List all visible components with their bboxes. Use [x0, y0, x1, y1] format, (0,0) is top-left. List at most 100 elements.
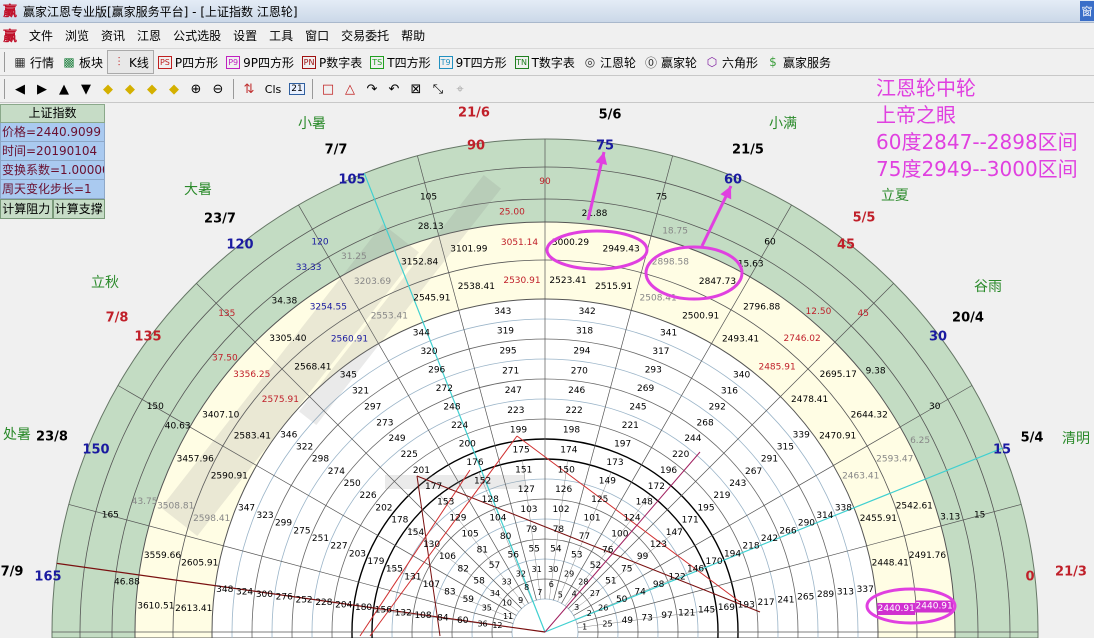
arrow-down-icon[interactable]: ▼ — [81, 81, 91, 97]
calendar-icon[interactable]: 21 — [286, 78, 308, 100]
triangle-tool-icon[interactable]: △ — [345, 81, 355, 97]
wheel-number: 108 — [414, 611, 431, 621]
calc-resistance-button[interactable]: 计算阻力 — [0, 199, 53, 219]
title-bar: 赢 赢家江恩专业版[赢家服务平台] - [上证指数 江恩轮] 窗 — [0, 0, 1094, 23]
radial-subline — [439, 494, 526, 606]
tn-icon: TN — [514, 55, 529, 69]
wheel-number: 105 — [462, 529, 479, 539]
menu-item[interactable]: 设置 — [233, 29, 258, 43]
toolbar-button[interactable]: ◎ 江恩轮 — [579, 51, 640, 73]
solar-term-label: 大暑 — [184, 182, 212, 198]
wheel-number: 244 — [684, 434, 701, 444]
toolbar-button[interactable]: $ 赢家服务 — [762, 51, 835, 73]
wheel-number: 123 — [650, 540, 667, 550]
menu-item[interactable]: 资讯 — [101, 29, 126, 43]
toolbar-button[interactable]: ⬡ 六角形 — [701, 51, 762, 73]
toolbar-button[interactable]: P9 9P四方形 — [222, 51, 298, 73]
menu-item[interactable]: 公式选股 — [173, 29, 222, 43]
arrow-up-icon[interactable]: ▲ — [59, 81, 69, 97]
toolbar-button[interactable]: ⫶ K线 — [107, 50, 154, 74]
ring-degree: 75 — [656, 192, 667, 202]
arrow-left-icon[interactable]: ◀ — [15, 81, 25, 97]
wheel-number: 270 — [571, 366, 588, 376]
price-outer: 2440.91 — [916, 601, 953, 611]
menu-item[interactable]: 江恩 — [137, 29, 162, 43]
menu-item[interactable]: 窗口 — [305, 29, 330, 43]
radial-line — [576, 504, 1022, 624]
outer-degree-label: 0 — [1025, 570, 1034, 585]
date-label: 7/9 — [1, 565, 24, 580]
wheel-number: 27 — [590, 589, 600, 598]
arrow-head-icon — [720, 186, 732, 200]
wheel-number: 340 — [733, 371, 750, 381]
box-x-icon[interactable]: ⊠ — [410, 81, 422, 97]
price-inner: 2478.41 — [791, 395, 828, 405]
diamond-right-icon[interactable]: ◆ — [125, 81, 135, 97]
wheel-number: 343 — [494, 307, 511, 317]
price-highlight — [915, 600, 954, 613]
zoom-out-icon[interactable]: ⊖ — [212, 81, 224, 97]
toolbar-button-label: T数字表 — [531, 55, 575, 70]
wheel-number: 289 — [817, 590, 834, 600]
calc-support-button[interactable]: 计算支撑 — [52, 199, 105, 219]
clear-button[interactable]: Cls — [264, 82, 282, 96]
wheel-number: 269 — [637, 384, 654, 394]
price-inner: 2500.91 — [682, 311, 719, 321]
toolbar-button[interactable]: ⓪ 赢家轮 — [640, 51, 701, 73]
wheel-number: 171 — [682, 516, 699, 526]
toolbar-button[interactable]: ▩ 板块 — [58, 51, 107, 73]
up-down-arrows-icon[interactable]: ⇅ — [243, 81, 255, 97]
wheel-number: 241 — [777, 595, 794, 605]
toolbar-button[interactable]: ▦ 行情 — [9, 51, 58, 73]
date-label: 7/8 — [106, 311, 129, 326]
ring-degree: 135 — [218, 309, 235, 319]
cyan-angle-line — [363, 173, 546, 633]
wheel-number: 225 — [401, 450, 418, 460]
toolbar-button[interactable]: PN P数字表 — [298, 51, 366, 73]
diamond-left-icon[interactable]: ◆ — [103, 81, 113, 97]
wheel-number: 155 — [386, 565, 403, 575]
radial-line — [561, 204, 792, 604]
zoom-in-icon[interactable]: ⊕ — [190, 81, 202, 97]
wheel-number: 73 — [641, 614, 652, 624]
wheel-number: 8 — [524, 583, 529, 592]
rectangle-tool-icon[interactable]: □ — [321, 81, 335, 97]
radial-line — [568, 283, 894, 609]
shrink-icon[interactable]: ⤡ — [432, 81, 444, 97]
toolbar-button[interactable]: TS T四方形 — [366, 51, 434, 73]
wheel-number: 321 — [352, 387, 369, 397]
price-inner: 2523.41 — [549, 276, 586, 286]
wheel-number: 84 — [437, 614, 449, 624]
price-row: 价格=2440.9099 — [0, 123, 105, 142]
menu-item[interactable]: 浏览 — [65, 29, 90, 43]
wheel-number: 132 — [395, 608, 412, 618]
arrow-right-icon[interactable]: ▶ — [37, 81, 47, 97]
menu-item[interactable]: 帮助 — [401, 29, 426, 43]
menu-item[interactable]: 工具 — [269, 29, 294, 43]
wheel-number: 320 — [420, 347, 437, 357]
diamond-up-icon[interactable]: ◆ — [147, 81, 157, 97]
menu-item[interactable]: 交易委托 — [341, 29, 390, 43]
ring-degree: 60 — [764, 237, 776, 247]
wheel-number: 204 — [335, 601, 352, 611]
toolbar-button[interactable]: TN T数字表 — [511, 51, 579, 73]
arc-counterclockwise-icon[interactable]: ↶ — [388, 81, 400, 97]
highlight-ellipse — [865, 587, 957, 625]
toolbar-button[interactable]: T9 9T四方形 — [435, 51, 511, 73]
wheel-number: 35 — [482, 603, 492, 612]
price-inner: 2440.91 — [878, 604, 915, 614]
price-outer: 2695.17 — [820, 370, 857, 380]
wheel-number: 290 — [798, 519, 815, 529]
diamond-down-icon[interactable]: ◆ — [169, 81, 179, 97]
wheel-number: 291 — [761, 455, 778, 465]
wheel-number: 348 — [216, 585, 233, 595]
ring-coefficient: 21.88 — [582, 209, 608, 219]
window-corner-button[interactable]: 窗 — [1080, 1, 1094, 21]
pointer-icon[interactable]: ⌖ — [456, 81, 464, 97]
radial-line — [196, 283, 522, 609]
menu-item[interactable]: 文件 — [29, 29, 54, 43]
wheel-number: 170 — [705, 557, 722, 567]
toolbar-button[interactable]: PS P四方形 — [154, 51, 222, 73]
arc-clockwise-icon[interactable]: ↷ — [366, 81, 378, 97]
